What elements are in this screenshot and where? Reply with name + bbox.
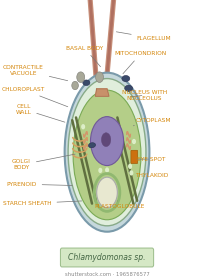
Ellipse shape	[95, 72, 103, 82]
Polygon shape	[88, 0, 98, 86]
Circle shape	[129, 171, 132, 175]
Ellipse shape	[124, 85, 132, 91]
Polygon shape	[105, 0, 114, 86]
Text: shutterstock.com · 1965876577: shutterstock.com · 1965876577	[64, 272, 149, 277]
Ellipse shape	[82, 80, 89, 85]
Text: THYLAKOID: THYLAKOID	[128, 172, 167, 178]
Polygon shape	[104, 0, 115, 86]
Text: CYTOPLASM: CYTOPLASM	[133, 118, 170, 126]
Ellipse shape	[121, 76, 129, 81]
Ellipse shape	[76, 72, 84, 82]
Ellipse shape	[71, 81, 78, 90]
Text: PYRENOID: PYRENOID	[6, 182, 72, 187]
FancyBboxPatch shape	[60, 248, 153, 267]
Polygon shape	[89, 0, 97, 86]
Ellipse shape	[68, 79, 145, 226]
Circle shape	[105, 168, 108, 172]
Ellipse shape	[73, 90, 140, 220]
Circle shape	[128, 164, 131, 168]
Text: NUCLEUS WITH
NUCLEOLUS: NUCLEUS WITH NUCLEOLUS	[121, 90, 166, 101]
Text: CONTRACTILE
VACUOLE: CONTRACTILE VACUOLE	[3, 65, 67, 81]
Text: CHLOROPLAST: CHLOROPLAST	[2, 87, 67, 107]
Text: EYE SPOT: EYE SPOT	[136, 157, 165, 162]
Circle shape	[99, 169, 101, 172]
Text: Chlamydomonas sp.: Chlamydomonas sp.	[68, 253, 145, 262]
Text: MITOCHONDRION: MITOCHONDRION	[114, 51, 166, 74]
Circle shape	[132, 139, 135, 143]
Circle shape	[96, 177, 117, 208]
Ellipse shape	[88, 143, 95, 148]
Circle shape	[81, 125, 84, 129]
Ellipse shape	[64, 73, 149, 232]
Text: GOLGI
BODY: GOLGI BODY	[12, 154, 75, 170]
Polygon shape	[95, 89, 108, 96]
Text: BASAL BODY: BASAL BODY	[66, 46, 103, 67]
Text: PLASTOGLOBULE: PLASTOGLOBULE	[94, 201, 144, 209]
Text: STARCH SHEATH: STARCH SHEATH	[3, 201, 81, 206]
Circle shape	[101, 133, 110, 147]
Text: CELL
WALL: CELL WALL	[15, 104, 65, 122]
FancyBboxPatch shape	[130, 150, 137, 164]
Text: FLAGELLUM: FLAGELLUM	[116, 32, 170, 41]
Circle shape	[90, 117, 123, 165]
